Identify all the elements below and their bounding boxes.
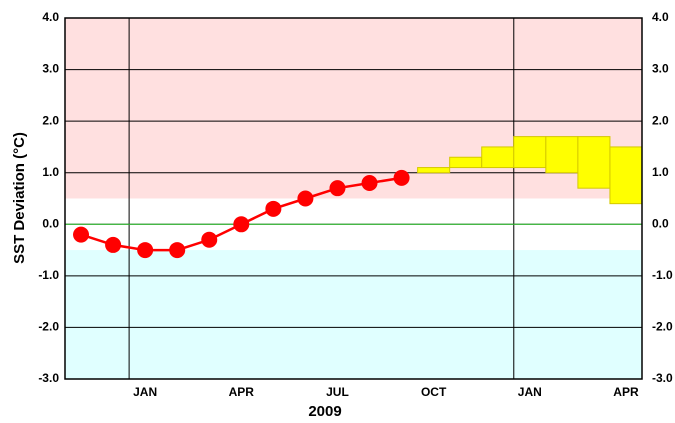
observed-point xyxy=(137,242,154,259)
observed-point xyxy=(361,175,378,192)
observed-point xyxy=(169,242,186,259)
observed-point xyxy=(233,216,250,233)
x-tick-label: APR xyxy=(229,385,255,399)
y-tick-label: -1.0 xyxy=(38,268,59,282)
y2-tick-label: 4.0 xyxy=(652,10,669,24)
x-tick-label: APR xyxy=(613,385,639,399)
forecast-box xyxy=(545,136,579,174)
observed-point xyxy=(105,236,122,253)
x-axis-label: 2009 xyxy=(308,403,341,420)
forecast-box xyxy=(417,167,451,174)
y2-tick-label: -3.0 xyxy=(652,371,673,385)
forecast-box xyxy=(609,146,643,205)
y2-tick-label: -2.0 xyxy=(652,320,673,334)
observed-point xyxy=(329,180,346,197)
observed-point xyxy=(265,200,282,217)
y-tick-label: -3.0 xyxy=(38,371,59,385)
x-tick-label: JAN xyxy=(518,385,542,399)
y-tick-label: 2.0 xyxy=(42,113,59,127)
forecast-box xyxy=(449,156,483,169)
y-tick-label: 0.0 xyxy=(42,216,59,230)
y2-tick-label: 2.0 xyxy=(652,113,669,127)
y-tick-label: 3.0 xyxy=(42,62,59,76)
y2-tick-label: -1.0 xyxy=(652,268,673,282)
y2-tick-label: 1.0 xyxy=(652,165,669,179)
observed-point xyxy=(201,231,218,248)
observed-point xyxy=(393,169,410,186)
x-tick-label: JAN xyxy=(133,385,157,399)
y2-tick-label: 0.0 xyxy=(652,216,669,230)
observed-point xyxy=(73,226,90,243)
observed-point xyxy=(297,190,314,207)
forecast-box xyxy=(513,136,547,169)
forecast-box xyxy=(577,136,611,189)
x-tick-label: OCT xyxy=(421,385,447,399)
y2-tick-label: 3.0 xyxy=(652,62,669,76)
band xyxy=(65,250,642,379)
y-axis-label: SST Deviation (°C) xyxy=(11,132,28,264)
y-tick-label: 4.0 xyxy=(42,10,59,24)
plot-frame xyxy=(64,17,643,380)
forecast-box xyxy=(481,146,515,169)
y-tick-label: -2.0 xyxy=(38,320,59,334)
x-tick-label: JUL xyxy=(326,385,349,399)
y-tick-label: 1.0 xyxy=(42,165,59,179)
